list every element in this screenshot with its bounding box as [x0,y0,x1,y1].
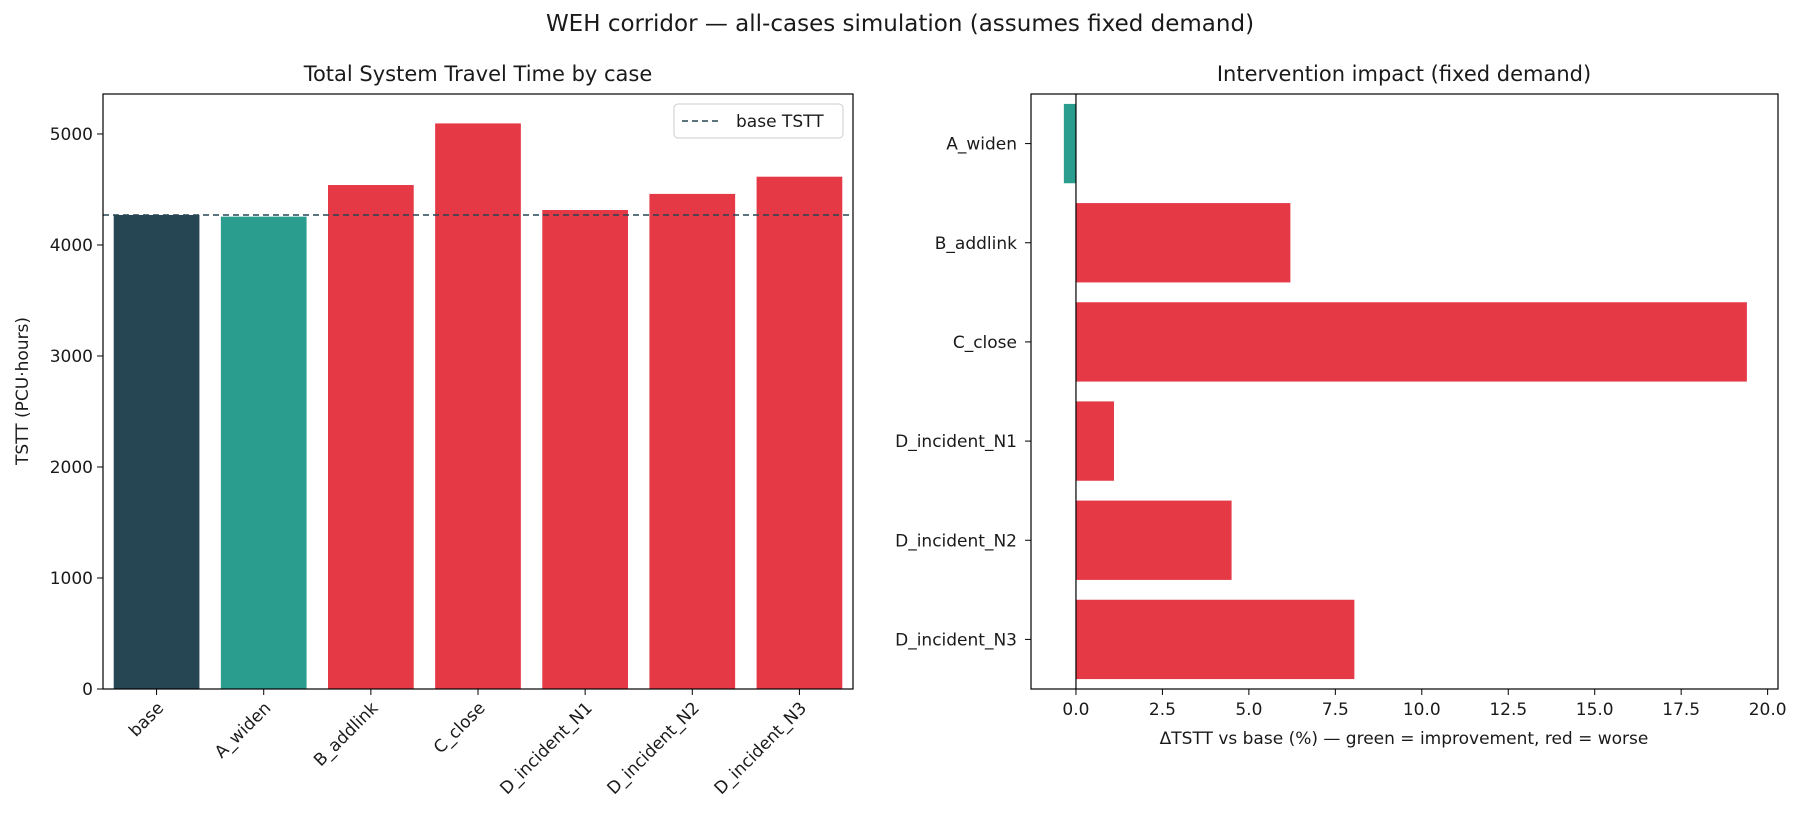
y-tick-label-2000: 2000 [50,458,93,478]
y-tick-label-a-widen: A_widen [946,135,1017,155]
x-tick-label-20-0: 20.0 [1749,700,1787,720]
left-x-axis: base A_widen B_addlink C_close D_incident_N1… [125,689,811,799]
right-chart-title: Intervention impact (fixed demand) [1217,62,1591,86]
bar-d-incident-n3 [1075,599,1355,680]
bar-d-incident-n3 [756,176,843,689]
y-tick-label-c-close: C_close [953,333,1017,353]
right-x-axis: 0.0 2.5 5.0 7.5 10.0 12.5 15.0 17.5 20.0 [1062,689,1787,720]
right-bars [1063,103,1747,680]
y-tick-label-0: 0 [82,680,93,700]
x-tick-label-5-0: 5.0 [1235,700,1262,720]
bar-b-addlink [328,185,414,689]
x-tick-label-a-widen: A_widen [211,698,275,762]
x-tick-label-2-5: 2.5 [1149,700,1176,720]
left-bars [113,123,843,689]
y-tick-label-5000: 5000 [50,125,93,145]
y-tick-label-d-incident-n1: D_incident_N1 [895,432,1017,452]
bar-c-close [435,123,521,689]
x-tick-label-c-close: C_close [430,698,490,758]
legend-box [673,103,844,139]
x-tick-label-b-addlink: B_addlink [310,698,382,770]
y-tick-label-d-incident-n2: D_incident_N2 [895,531,1017,551]
x-tick-label-d-incident-n2: D_incident_N2 [603,698,703,798]
bar-d-incident-n1 [542,210,628,689]
x-tick-label-base: base [125,698,168,741]
bar-a-widen [1063,103,1076,184]
y-tick-label-b-addlink: B_addlink [935,234,1017,254]
left-y-axis-label: TSTT (PCU·hours) [13,317,33,466]
bar-d-incident-n2 [1075,500,1232,580]
y-tick-label-3000: 3000 [50,347,93,367]
y-tick-label-1000: 1000 [50,569,93,589]
bar-d-incident-n1 [1075,401,1114,481]
bar-b-addlink [1075,203,1291,283]
tstt-bar-chart: Total System Travel Time by case 0 1000 20… [13,62,854,799]
left-chart-title: Total System Travel Time by case [303,62,653,86]
bar-a-widen [220,216,307,689]
bar-d-incident-n2 [649,193,736,689]
x-tick-label-d-incident-n3: D_incident_N3 [711,698,811,798]
bar-c-close [1075,302,1747,382]
x-tick-label-17-5: 17.5 [1662,700,1700,720]
bar-base [113,214,200,689]
x-tick-label-12-5: 12.5 [1489,700,1527,720]
y-tick-label-d-incident-n3: D_incident_N3 [895,630,1017,650]
x-tick-label-15-0: 15.0 [1576,700,1614,720]
right-y-axis: A_widen B_addlink C_close D_incident_N1 D_in… [895,135,1031,650]
left-y-axis: 0 1000 2000 3000 4000 5000 [50,125,103,700]
x-tick-label-0-0: 0.0 [1062,700,1089,720]
x-tick-label-7-5: 7.5 [1322,700,1349,720]
impact-bar-chart: Intervention impact (fixed demand) A_wid… [895,62,1786,749]
right-plot-frame [1030,93,1779,690]
y-tick-label-4000: 4000 [50,236,93,256]
x-tick-label-10-0: 10.0 [1403,700,1441,720]
right-x-axis-label: ΔTSTT vs base (%) — green = improvement,… [1160,729,1649,749]
legend-entry-base-tstt: base TSTT [736,112,824,132]
left-legend: base TSTT [673,103,844,139]
figure-suptitle: WEH corridor — all-cases simulation (ass… [546,11,1254,37]
x-tick-label-d-incident-n1: D_incident_N1 [496,698,596,798]
left-plot-frame [102,93,854,690]
